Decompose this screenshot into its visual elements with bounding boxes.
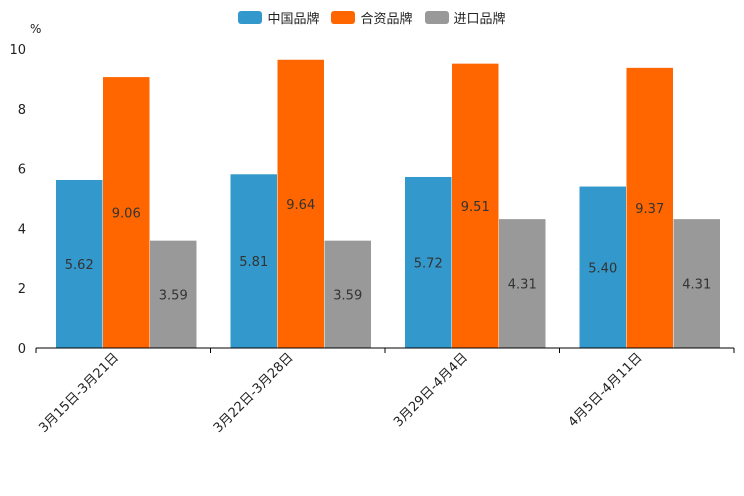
bar-series0-cat2 [405, 176, 452, 348]
y-tick-label-3: 6 [18, 163, 26, 178]
legend-swatch-imported [424, 10, 449, 24]
legend: 中国品牌 合资品牌 进口品牌 [0, 7, 744, 27]
data-label-series0-cat0: 5.62 [65, 258, 94, 273]
data-label-series2-cat1: 3.59 [333, 288, 362, 303]
y-tick-label-0: 0 [18, 342, 26, 357]
bar-series1-cat2 [452, 63, 499, 348]
bar-series0-cat3 [579, 186, 626, 348]
y-tick-label-4: 8 [18, 103, 26, 118]
data-label-series1-cat2: 9.51 [461, 200, 490, 215]
legend-swatch-domestic [238, 10, 263, 24]
legend-item-domestic[interactable]: 中国品牌 [238, 7, 319, 27]
legend-swatch-joint-venture [331, 10, 356, 24]
y-tick-label-1: 2 [18, 282, 26, 297]
x-tick-label-0: 3月15日-3月21日 [36, 350, 122, 436]
data-label-series2-cat0: 3.59 [159, 288, 188, 303]
bar-series1-cat0 [103, 77, 150, 348]
bar-series2-cat0 [150, 240, 197, 348]
data-label-series0-cat1: 5.81 [239, 255, 268, 270]
legend-label-joint-venture: 合资品牌 [360, 11, 413, 27]
bar-series0-cat1 [230, 174, 277, 348]
y-axis-unit-label: % [30, 22, 41, 36]
bar-series0-cat0 [56, 179, 103, 348]
bar-series2-cat2 [499, 219, 546, 348]
data-label-series1-cat1: 9.64 [286, 198, 315, 213]
y-tick-label-2: 4 [18, 222, 26, 237]
data-label-series0-cat2: 5.72 [414, 256, 443, 271]
x-tick-label-2: 3月29日-4月4日 [391, 350, 471, 430]
legend-item-imported[interactable]: 进口品牌 [424, 7, 506, 27]
legend-label-domestic: 中国品牌 [267, 11, 320, 27]
x-tick-label-3: 4月5日-4月11日 [566, 350, 646, 430]
data-label-series0-cat3: 5.40 [588, 261, 617, 276]
legend-item-joint-venture[interactable]: 合资品牌 [331, 7, 413, 27]
data-label-series2-cat2: 4.31 [508, 278, 537, 293]
x-tick-label-1: 3月22日-3月28日 [211, 350, 297, 436]
y-tick-label-5: 10 [9, 43, 26, 58]
legend-label-imported: 进口品牌 [453, 11, 506, 27]
bar-series2-cat1 [324, 240, 371, 348]
data-label-series1-cat3: 9.37 [635, 202, 664, 217]
bar-series1-cat3 [626, 67, 673, 348]
data-label-series2-cat3: 4.31 [682, 278, 711, 293]
data-label-series1-cat0: 9.06 [112, 207, 141, 222]
bar-series2-cat3 [673, 219, 720, 348]
bar-series1-cat1 [277, 59, 324, 348]
